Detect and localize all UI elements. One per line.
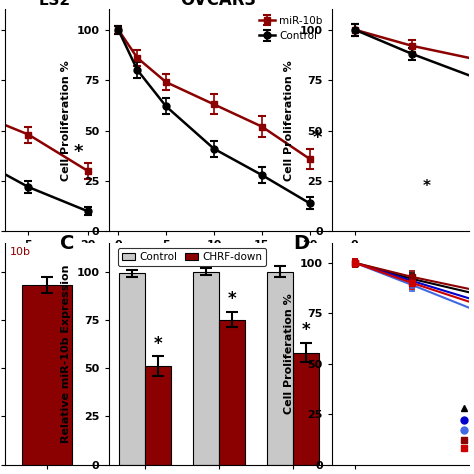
Text: *: * xyxy=(301,321,310,339)
Y-axis label: Cell Proliferation %: Cell Proliferation % xyxy=(61,60,71,181)
Bar xyxy=(193,272,219,465)
Text: D: D xyxy=(293,234,310,253)
Bar xyxy=(145,366,171,465)
Text: *: * xyxy=(153,335,162,353)
Text: *: * xyxy=(422,179,430,194)
Bar xyxy=(293,353,319,465)
Text: *: * xyxy=(312,129,322,146)
Y-axis label: Cell Proliferation %: Cell Proliferation % xyxy=(284,293,294,414)
Text: *: * xyxy=(73,143,83,161)
Text: *: * xyxy=(228,290,236,308)
Title: ES2: ES2 xyxy=(39,0,71,9)
Text: 10b: 10b xyxy=(10,247,31,257)
Bar xyxy=(21,285,72,465)
Legend: miR-10b, Control: miR-10b, Control xyxy=(255,11,327,45)
Text: C: C xyxy=(60,234,74,253)
Bar xyxy=(219,320,245,465)
Y-axis label: Relative miR-10b Expression: Relative miR-10b Expression xyxy=(61,264,71,443)
Legend: Control, CHRF-down: Control, CHRF-down xyxy=(118,248,266,266)
X-axis label: Cisplatin (μM): Cisplatin (μM) xyxy=(169,256,268,269)
Bar xyxy=(267,272,293,465)
Title: OVCAR3: OVCAR3 xyxy=(181,0,257,9)
Y-axis label: Cell Proliferation %: Cell Proliferation % xyxy=(284,60,294,181)
Bar xyxy=(118,273,145,465)
